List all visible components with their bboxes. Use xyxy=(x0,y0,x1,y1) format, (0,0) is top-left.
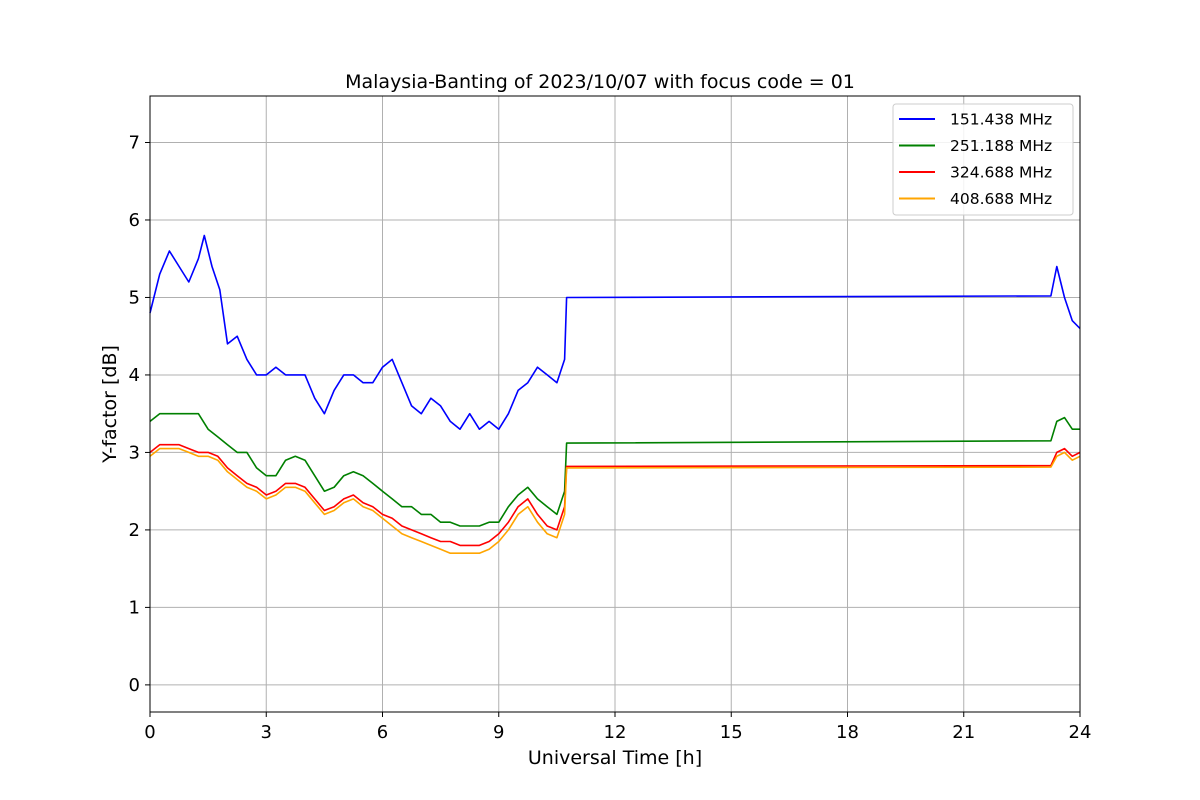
chart-title: Malaysia-Banting of 2023/10/07 with focu… xyxy=(345,71,855,93)
series-line-151-438-mhz xyxy=(149,234,1081,431)
y-axis-label: Y-factor [dB] xyxy=(99,345,121,464)
series-line-408-688-mhz xyxy=(149,447,1081,555)
x-axis: 0 3 6 9 12 15 18 21 24 xyxy=(144,712,1091,743)
x-tick-label: 6 xyxy=(377,722,388,743)
legend: 151.438 MHz 251.188 MHz 324.688 MHz 408.688… xyxy=(892,103,1074,216)
series-layer xyxy=(149,234,1081,555)
y-tick-label: 2 xyxy=(129,520,140,541)
x-tick-label: 24 xyxy=(1069,722,1092,743)
x-tick-label: 18 xyxy=(836,722,859,743)
x-tick-label: 0 xyxy=(144,722,155,743)
legend-entry: 251.188 MHz xyxy=(950,137,1052,155)
y-tick-label: 5 xyxy=(129,287,140,308)
legend-entry: 324.688 MHz xyxy=(950,164,1052,182)
x-tick-label: 15 xyxy=(720,722,743,743)
series-line-324-688-mhz xyxy=(149,443,1081,547)
x-tick-label: 12 xyxy=(604,722,627,743)
y-tick-label: 0 xyxy=(129,675,140,696)
legend-box xyxy=(892,103,1074,216)
x-tick-label: 3 xyxy=(261,722,272,743)
y-tick-label: 3 xyxy=(129,442,140,463)
series-line-251-188-mhz xyxy=(149,412,1080,527)
x-axis-label: Universal Time [h] xyxy=(528,747,702,769)
legend-entry: 151.438 MHz xyxy=(950,111,1052,129)
x-tick-label: 9 xyxy=(493,722,504,743)
y-axis: 0 1 2 3 4 5 6 7 xyxy=(129,132,150,696)
x-tick-label: 21 xyxy=(952,722,975,743)
y-tick-label: 6 xyxy=(129,210,140,231)
y-tick-label: 7 xyxy=(129,132,140,153)
legend-entry: 408.688 MHz xyxy=(950,190,1052,208)
y-tick-label: 1 xyxy=(129,597,140,618)
y-tick-label: 4 xyxy=(129,365,140,386)
